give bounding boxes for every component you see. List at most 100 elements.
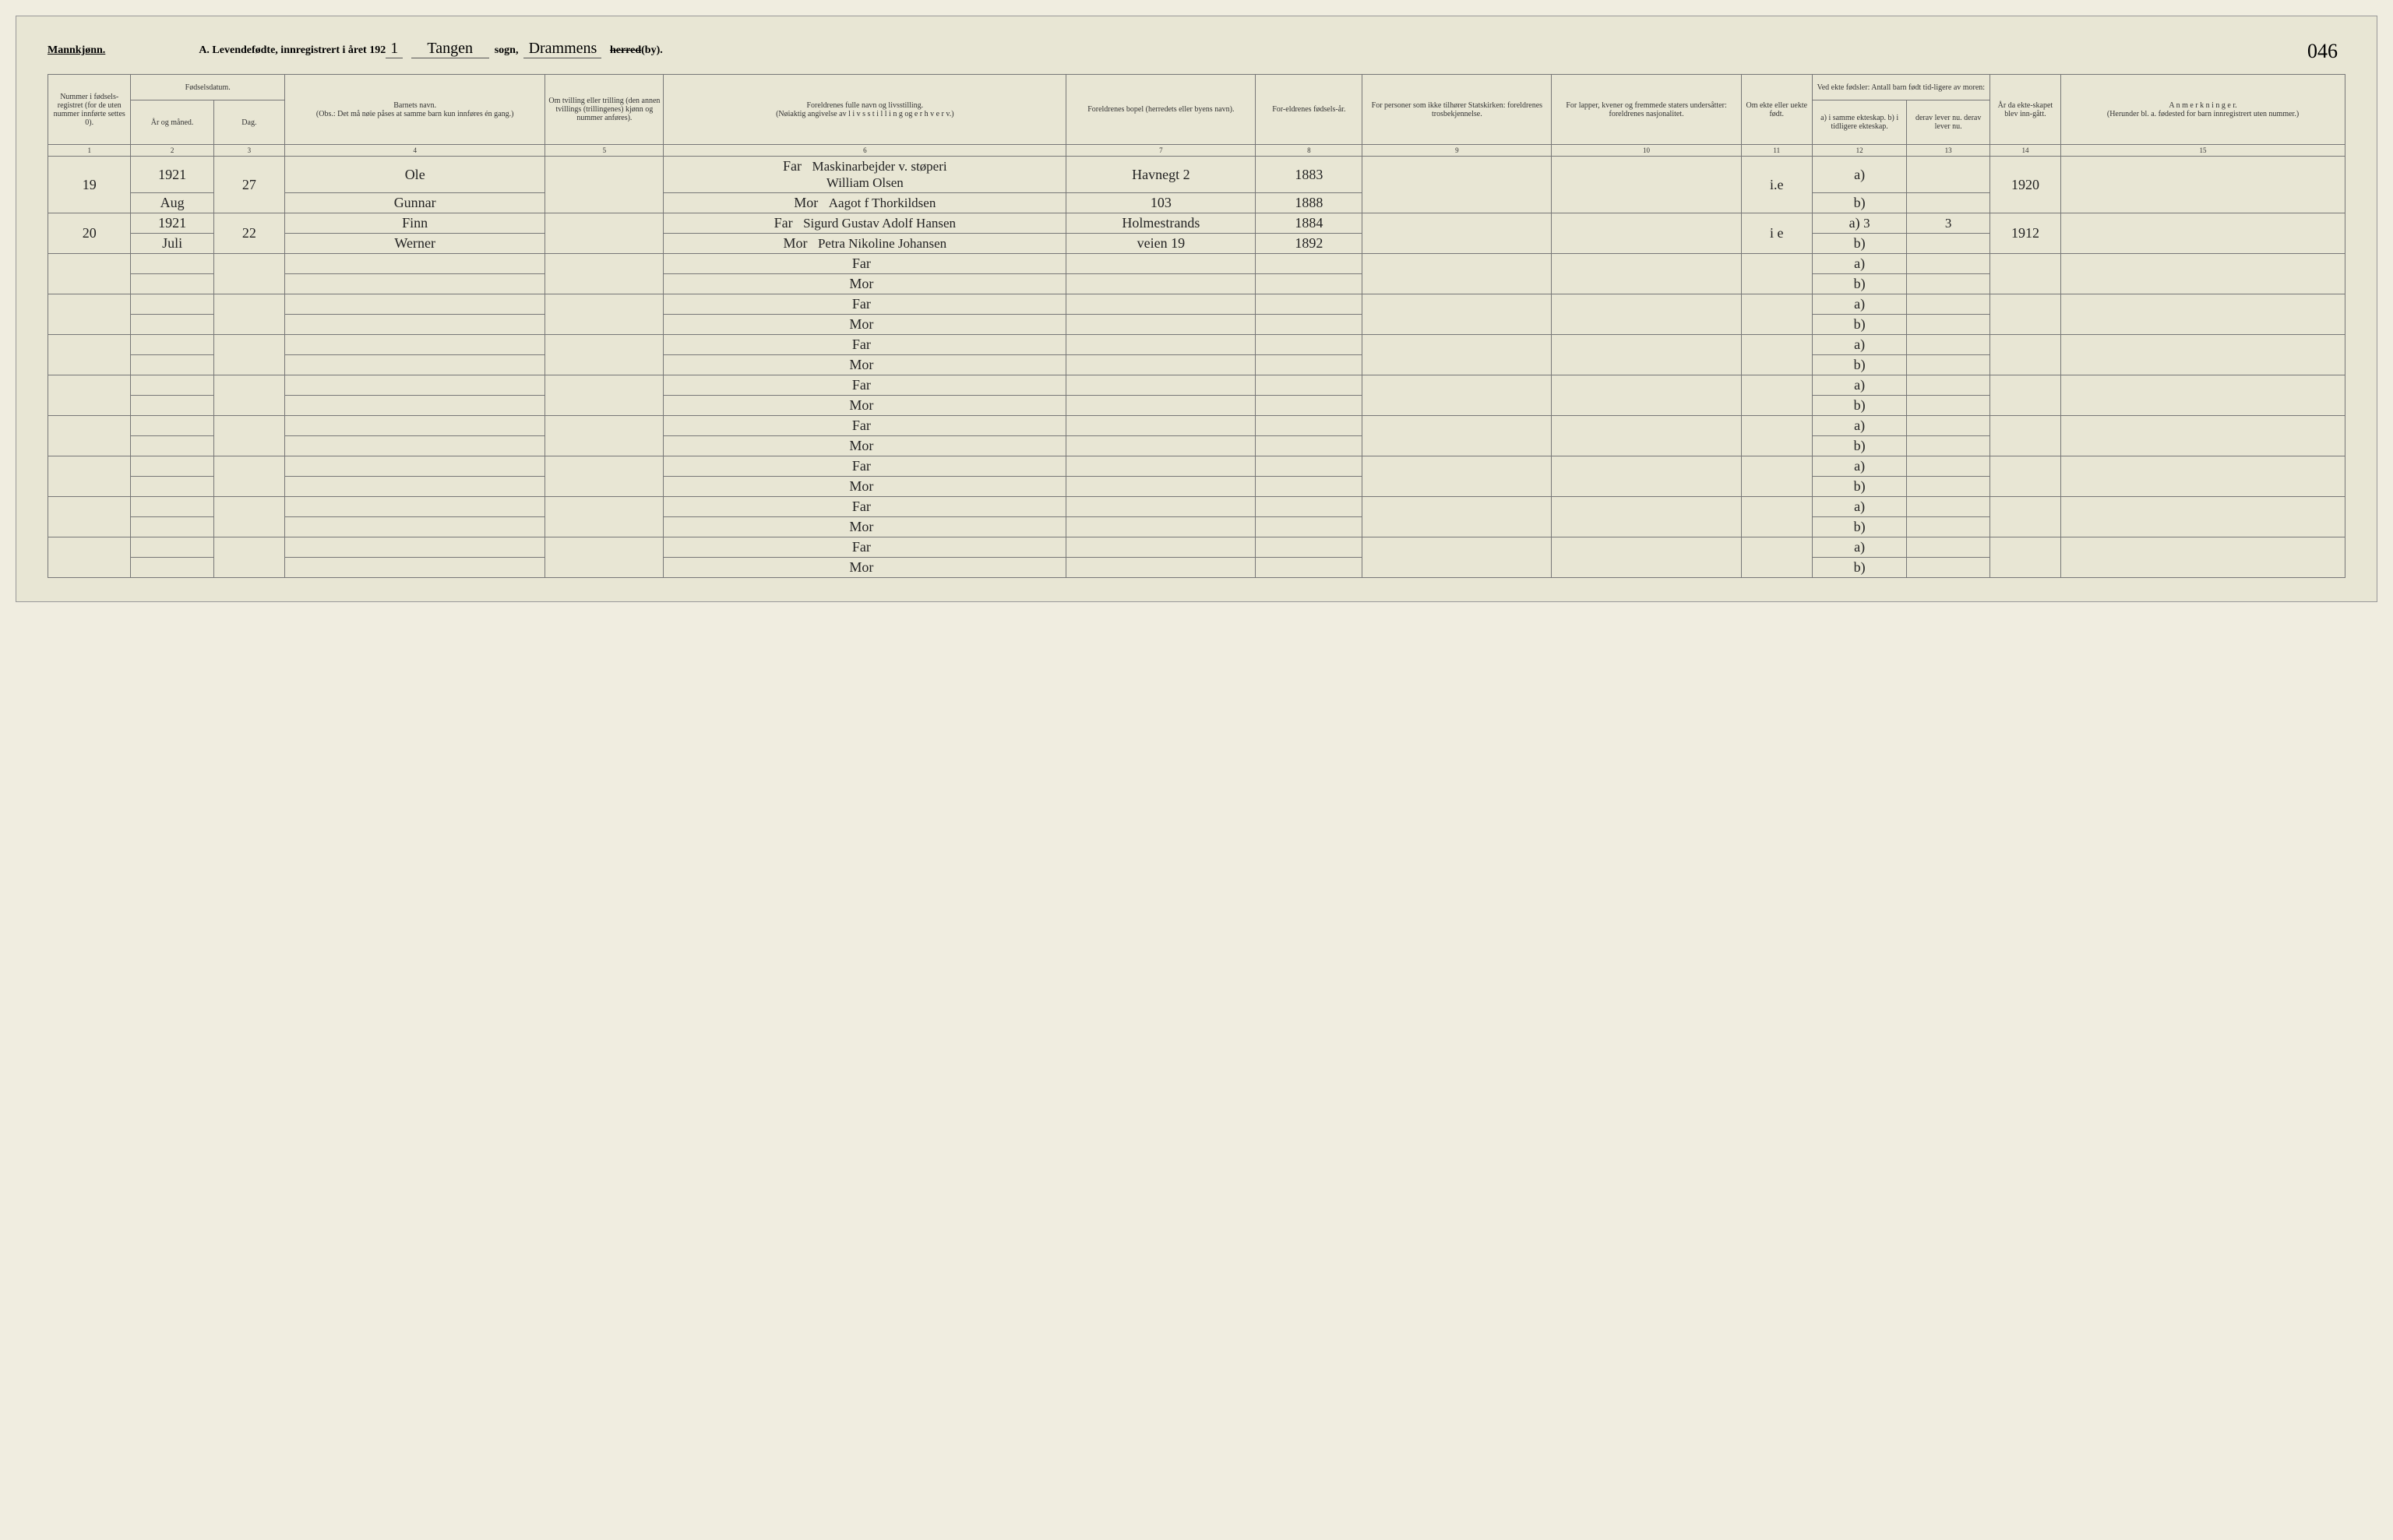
cell-day [213, 335, 284, 375]
col-header-1: Nummer i fødsels-registret (for de uten … [48, 75, 131, 145]
cell-twin [545, 375, 664, 416]
cell-b: b) [1812, 355, 1907, 375]
spacer4 [601, 44, 610, 57]
cell-day [213, 375, 284, 416]
col-header-2: År og måned. [131, 100, 213, 145]
cell-month [131, 274, 213, 294]
cell-far: Far [664, 254, 1066, 274]
cell-day [213, 456, 284, 497]
cell-faar-mor [1256, 517, 1362, 537]
cell-faar-mor [1256, 558, 1362, 578]
cell-b13 [1907, 234, 1989, 254]
cell-bopel-mor: 103 [1066, 193, 1256, 213]
cell-child-2 [284, 477, 545, 497]
cell-bopel-far [1066, 537, 1256, 558]
sogn-label: sogn, [495, 44, 519, 57]
cell-aar14 [1989, 375, 2060, 416]
col-header-14: År da ekte-skapet blev inn-gått. [1989, 75, 2060, 145]
cell-year [131, 456, 213, 477]
cell-faar-far [1256, 335, 1362, 355]
cell-bopel-mor [1066, 396, 1256, 416]
cell-faar-far [1256, 375, 1362, 396]
table-row: Far a) [48, 294, 2345, 315]
cell-b13 [1907, 355, 1989, 375]
cell-a: a) [1812, 294, 1907, 315]
year-suffix: 1 [386, 40, 403, 58]
table-header: Nummer i fødsels-registret (for de uten … [48, 75, 2345, 157]
cell-nasj [1552, 335, 1741, 375]
column-number-row: 1 2 3 4 5 6 7 8 9 10 11 12 13 14 15 [48, 145, 2345, 157]
cell-nasj [1552, 294, 1741, 335]
cell-nasj [1552, 456, 1741, 497]
cell-aar14 [1989, 416, 2060, 456]
cell-a: a) [1812, 335, 1907, 355]
cell-a: a) [1812, 254, 1907, 274]
cell-year [131, 375, 213, 396]
cell-month [131, 517, 213, 537]
cell-day [213, 497, 284, 537]
cell-year [131, 335, 213, 355]
cell-nasj [1552, 375, 1741, 416]
col-header-9: For personer som ikke tilhører Statskirk… [1362, 75, 1552, 145]
cell-faar-far: 1884 [1256, 213, 1362, 234]
cell-tros [1362, 537, 1552, 578]
cell-ekte [1741, 537, 1812, 578]
cell-year [131, 254, 213, 274]
cell-b: b) [1812, 477, 1907, 497]
cell-bopel-far [1066, 294, 1256, 315]
cell-aar14 [1989, 294, 2060, 335]
cell-faar-mor [1256, 315, 1362, 335]
cell-bopel-far [1066, 416, 1256, 436]
colnum-12: 12 [1812, 145, 1907, 157]
cell-b: b) [1812, 517, 1907, 537]
table-row: 19192127OleFar Maskinarbejder v. støperi… [48, 157, 2345, 193]
cell-child-2 [284, 396, 545, 416]
cell-nasj [1552, 497, 1741, 537]
cell-anm [2061, 335, 2345, 375]
cell-aar14 [1989, 537, 2060, 578]
colnum-9: 9 [1362, 145, 1552, 157]
cell-far: Far [664, 416, 1066, 436]
cell-nasj [1552, 157, 1741, 213]
cell-child-1 [284, 537, 545, 558]
cell-num: 19 [48, 157, 131, 213]
cell-bopel-mor [1066, 477, 1256, 497]
cell-year [131, 416, 213, 436]
cell-twin [545, 497, 664, 537]
cell-day [213, 294, 284, 335]
table-row: Far a) [48, 537, 2345, 558]
cell-child-1 [284, 375, 545, 396]
colnum-2: 2 [131, 145, 213, 157]
cell-month: Aug [131, 193, 213, 213]
col-header-15: A n m e r k n i n g e r. (Herunder bl. a… [2061, 75, 2345, 145]
cell-child-2: Gunnar [284, 193, 545, 213]
cell-year [131, 497, 213, 517]
col-header-4: Barnets navn. (Obs.: Det må nøie påses a… [284, 75, 545, 145]
cell-b: b) [1812, 315, 1907, 335]
col4-title: Barnets navn. [393, 101, 436, 110]
table-row: Far a) [48, 456, 2345, 477]
cell-faar-far [1256, 254, 1362, 274]
cell-b13 [1907, 436, 1989, 456]
cell-tros [1362, 213, 1552, 254]
cell-ekte [1741, 456, 1812, 497]
colnum-7: 7 [1066, 145, 1256, 157]
cell-num [48, 497, 131, 537]
cell-mor: Mor [664, 355, 1066, 375]
cell-a13 [1907, 254, 1989, 274]
cell-num [48, 294, 131, 335]
cell-ekte: i.e [1741, 157, 1812, 213]
cell-nasj [1552, 537, 1741, 578]
cell-faar-mor: 1892 [1256, 234, 1362, 254]
title-prefix: A. Levendefødte, innregistrert i året 19… [199, 44, 386, 57]
cell-twin [545, 294, 664, 335]
page-header: Mannkjønn. A. Levendefødte, innregistrer… [48, 40, 2345, 58]
cell-faar-mor [1256, 477, 1362, 497]
cell-child-1 [284, 497, 545, 517]
cell-anm [2061, 294, 2345, 335]
table-row: Far a) [48, 497, 2345, 517]
cell-a13 [1907, 157, 1989, 193]
cell-nasj [1552, 254, 1741, 294]
cell-mor: Mor [664, 517, 1066, 537]
cell-anm [2061, 254, 2345, 294]
